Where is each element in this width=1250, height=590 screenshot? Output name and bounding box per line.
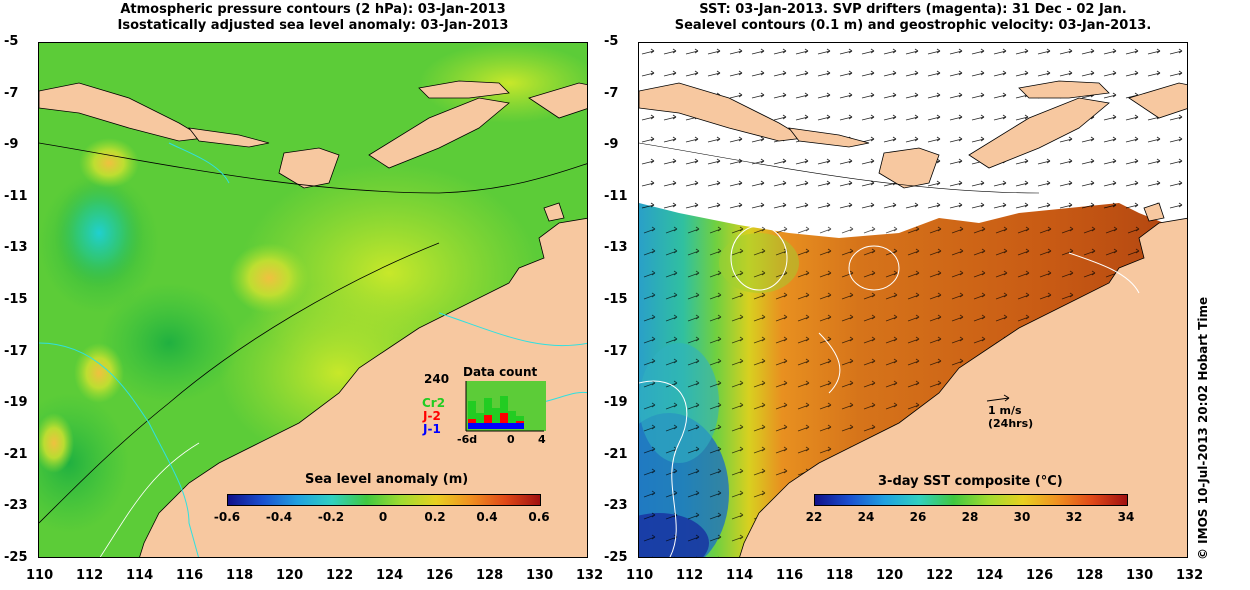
right-map-lat-tick: -23 [604, 498, 628, 514]
left-map-lon-tick: 126 [426, 568, 454, 583]
right-map-lat-tick: -7 [604, 85, 619, 101]
sea-level-colorbar-tick: -0.2 [317, 510, 345, 524]
left-title: Atmospheric pressure contours (2 hPa): 0… [38, 2, 588, 34]
right-map-lon-tick: 116 [776, 568, 804, 583]
right-map-lat-tick: -19 [604, 395, 628, 411]
sea-level-colorbar-tick: -0.4 [265, 510, 293, 524]
left-map-lat-tick: -17 [4, 343, 28, 359]
left-map-lon-tick: 116 [176, 568, 204, 583]
sst-colorbar-tick: 24 [857, 510, 875, 524]
imos-credit: © IMOS 10-Jul-2013 20:02 Hobart Time [1196, 296, 1210, 560]
velocity-scale-label: 1 m/s (24hrs) [988, 404, 1033, 430]
sea-level-colorbar-tick: 0.4 [476, 510, 498, 524]
right-map-lon-tick: 122 [926, 568, 954, 583]
sst-colorbar-tick: 28 [961, 510, 979, 524]
right-title-line1: SST: 03-Jan-2013. SVP drifters (magenta)… [699, 2, 1127, 17]
data-count-x-end: 4 [538, 433, 546, 446]
left-map-lon-tick: 124 [376, 568, 404, 583]
right-map-lat-tick: -9 [604, 137, 619, 153]
sea-level-colorbar-tick: 0 [378, 510, 388, 524]
data-count-series-cr2: Cr2 [422, 396, 446, 410]
left-map-lon-tick: 130 [526, 568, 554, 583]
data-count-title: Data count [463, 365, 538, 379]
left-map-lat-tick: -23 [4, 498, 28, 514]
right-map-lon-tick: 128 [1076, 568, 1104, 583]
left-map-lat-tick: -9 [4, 137, 19, 153]
left-map-lat-tick: -15 [4, 292, 28, 307]
sst-colorbar-tick: 34 [1117, 510, 1135, 524]
sea-level-colorbar [227, 494, 541, 506]
sea-level-colorbar-title: Sea level anomaly (m) [305, 472, 469, 487]
left-map-lon-tick: 132 [576, 568, 604, 583]
right-map-lat-tick: -15 [604, 292, 628, 307]
sst-colorbar-tick: 30 [1013, 510, 1031, 524]
left-title-line2: Isostatically adjusted sea level anomaly… [117, 18, 509, 33]
left-map-lon-tick: 122 [326, 568, 354, 583]
right-map-lon-tick: 112 [676, 568, 704, 583]
data-count-x-mid: 0 [507, 433, 515, 446]
sst-colorbar [814, 494, 1128, 506]
left-map-lat-tick: -21 [4, 446, 28, 462]
left-map-lat-tick: -25 [4, 550, 28, 565]
velocity-scale-period: (24hrs) [988, 417, 1034, 430]
left-map-lon-tick: 110 [26, 568, 54, 583]
sst-colorbar-title: 3-day SST composite (°C) [878, 474, 1063, 489]
data-count-series-j1: J-1 [423, 422, 441, 436]
right-map-lat-tick: -11 [604, 188, 628, 204]
data-count-max-label: 240 [424, 372, 450, 386]
sea-level-colorbar-tick: 0.6 [528, 510, 550, 524]
sea-level-colorbar-tick: -0.6 [213, 510, 241, 524]
sst-colorbar-tick: 22 [805, 510, 823, 524]
left-map-lat-tick: -19 [4, 395, 28, 411]
left-title-line1: Atmospheric pressure contours (2 hPa): 0… [120, 2, 506, 17]
left-map-lat-tick: -11 [4, 188, 28, 204]
velocity-scale-speed: 1 m/s [988, 404, 1022, 417]
right-title-line2: Sealevel contours (0.1 m) and geostrophi… [674, 18, 1152, 33]
left-map-lat-tick: -13 [4, 240, 28, 256]
left-map-lat-tick: -7 [4, 85, 19, 101]
sea-level-colorbar-tick: 0.2 [424, 510, 446, 524]
right-map-lat-tick: -17 [604, 343, 628, 359]
right-map-lon-tick: 118 [826, 568, 854, 583]
right-title: SST: 03-Jan-2013. SVP drifters (magenta)… [638, 2, 1188, 34]
data-count-x-start: -6d [457, 433, 478, 446]
sst-colorbar-tick: 32 [1065, 510, 1083, 524]
right-map-lon-tick: 124 [976, 568, 1004, 583]
right-map-lat-tick: -21 [604, 446, 628, 462]
data-count-series-j2: J-2 [423, 409, 441, 423]
sea-level-map [38, 42, 588, 558]
right-map-lon-tick: 114 [726, 568, 754, 583]
sst-map [638, 42, 1188, 558]
left-map-lon-tick: 118 [226, 568, 254, 583]
left-map-lon-tick: 114 [126, 568, 154, 583]
right-map-lat-tick: -25 [604, 550, 628, 565]
left-map-lon-tick: 120 [276, 568, 304, 583]
right-map-lon-tick: 110 [626, 568, 654, 583]
left-map-lat-tick: -5 [4, 34, 19, 49]
right-map-lon-tick: 130 [1126, 568, 1154, 583]
right-map-lon-tick: 132 [1176, 568, 1204, 583]
sst-map-graphic [639, 43, 1187, 557]
sst-colorbar-tick: 26 [909, 510, 927, 524]
right-map-lat-tick: -13 [604, 240, 628, 256]
left-map-lon-tick: 128 [476, 568, 504, 583]
velocity-scale-arrow [986, 394, 1010, 402]
left-map-lon-tick: 112 [76, 568, 104, 583]
right-map-lat-tick: -5 [604, 34, 619, 49]
sea-level-map-graphic [39, 43, 587, 557]
right-map-lon-tick: 120 [876, 568, 904, 583]
right-map-lon-tick: 126 [1026, 568, 1054, 583]
data-count-inset [465, 381, 546, 432]
